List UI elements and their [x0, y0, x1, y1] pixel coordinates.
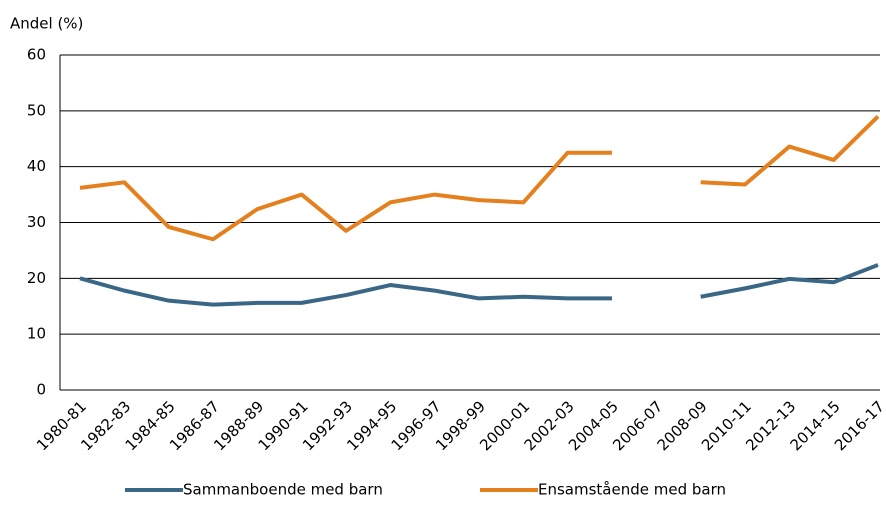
y-tick-label: 50: [27, 101, 46, 119]
y-tick-label: 60: [27, 46, 46, 64]
series-line: [79, 114, 880, 242]
legend-label: Sammanboende med barn: [183, 481, 383, 499]
y-tick-label: 20: [27, 269, 46, 287]
series-line: [79, 263, 879, 307]
y-tick-label: 30: [27, 213, 46, 231]
y-tick-label: 40: [27, 157, 46, 175]
legend-label: Ensamstående med barn: [538, 481, 726, 499]
y-tick-label: 0: [36, 381, 46, 399]
y-axis-label: Andel (%): [10, 15, 83, 33]
y-tick-label: 10: [27, 325, 46, 343]
